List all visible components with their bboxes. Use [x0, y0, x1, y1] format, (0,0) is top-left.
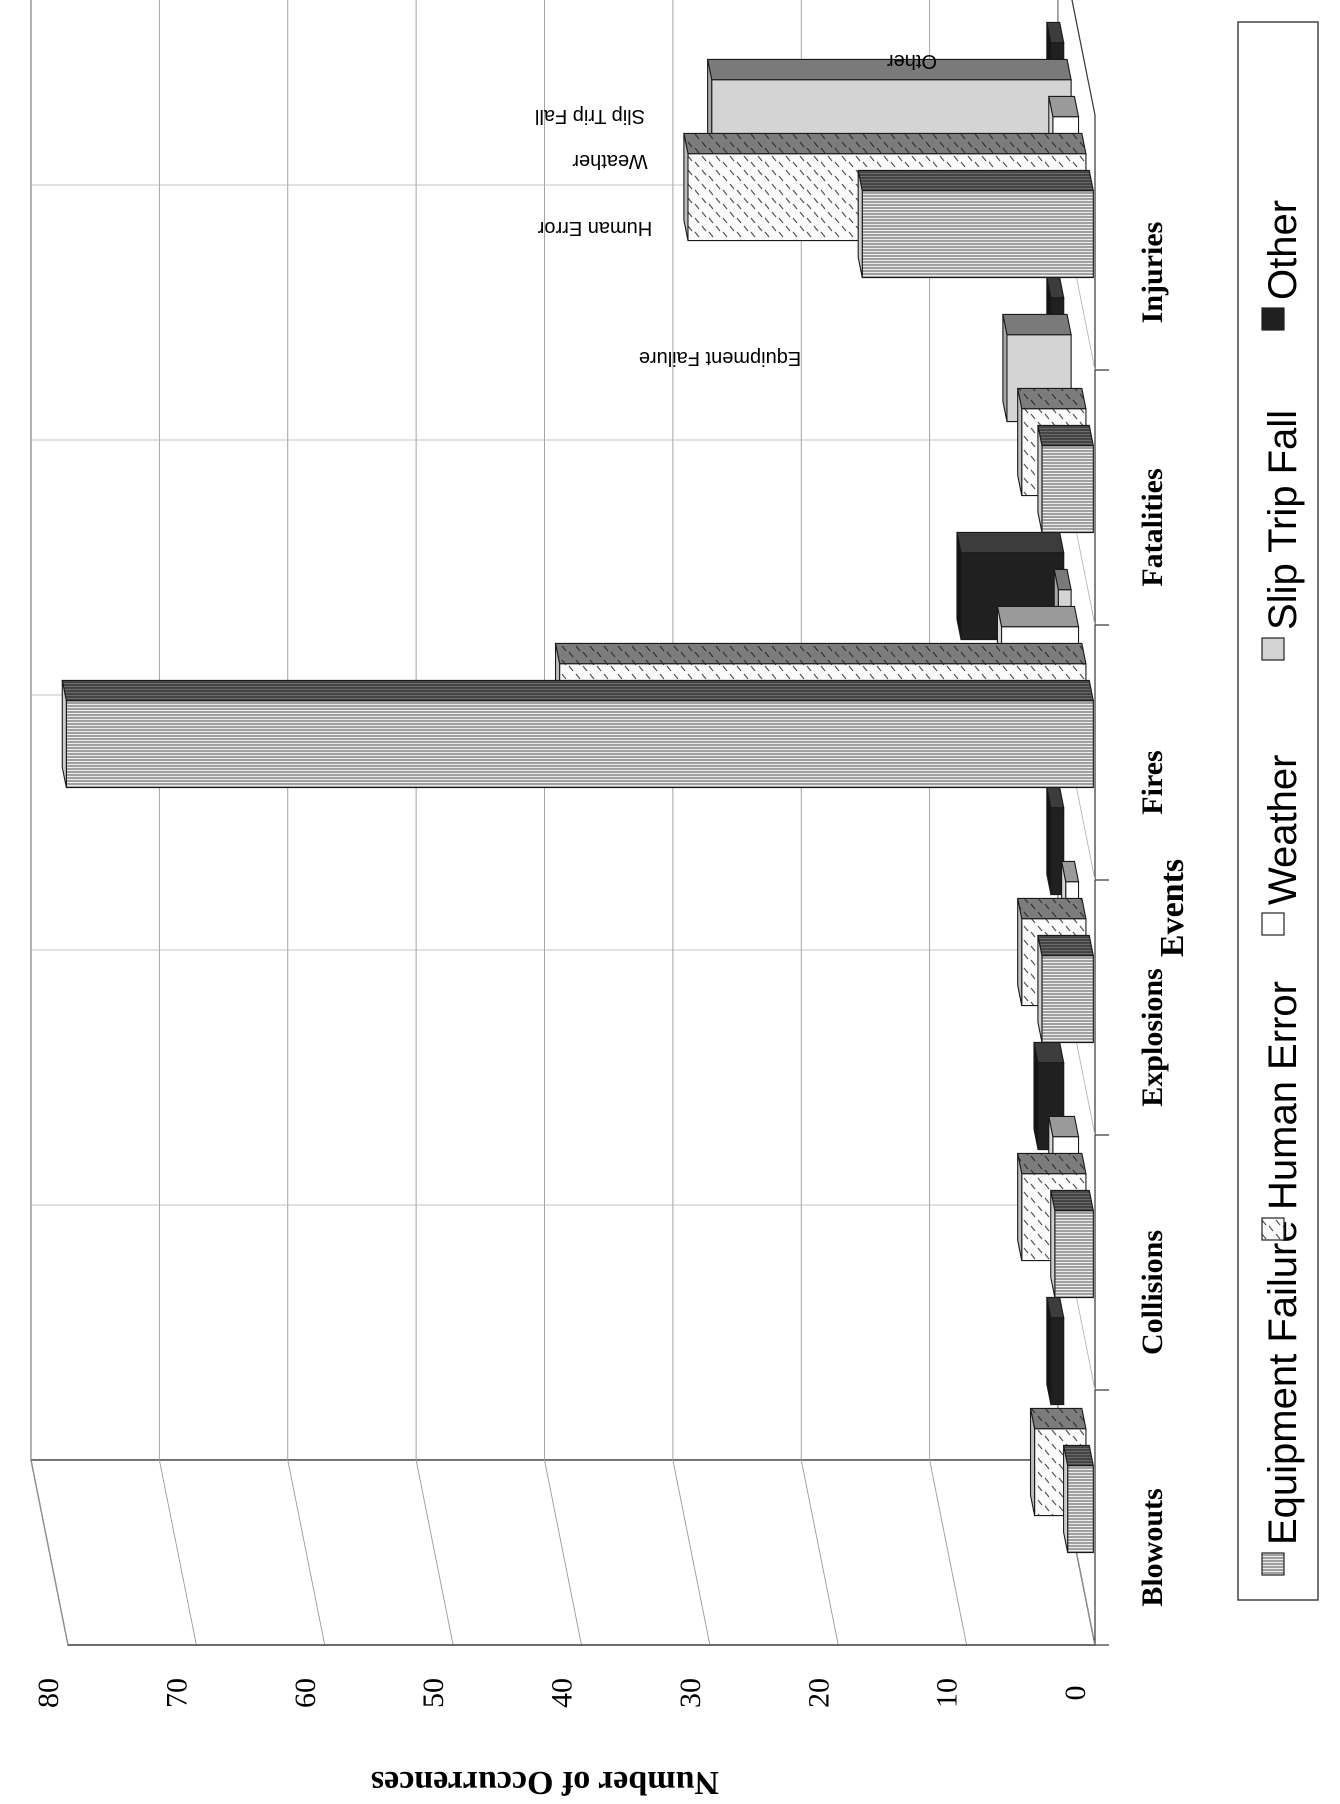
- bar-end-face: [1046, 1297, 1052, 1405]
- y-tick-label: 70: [160, 1678, 193, 1708]
- bar-end-face: [1029, 1408, 1036, 1516]
- category-label: Blowouts: [1136, 1488, 1169, 1606]
- bar: [1037, 934, 1095, 1044]
- y-tick-label: 50: [417, 1678, 450, 1708]
- y-tick-label: 80: [32, 1678, 65, 1708]
- bar-side-face: [1017, 1152, 1087, 1175]
- bar-side-face: [1017, 387, 1087, 410]
- bar-side-face: [61, 679, 1095, 702]
- bars: [61, 21, 1095, 1554]
- bar: [1037, 424, 1095, 534]
- category-label: Fires: [1136, 750, 1169, 814]
- legend-swatch: [1261, 307, 1285, 331]
- bar-side-face: [1048, 1115, 1080, 1138]
- bar-end-face: [857, 170, 863, 278]
- bar-side-face: [1029, 1407, 1087, 1430]
- bar-side-face: [1048, 95, 1080, 118]
- y-tick-label: 0: [1059, 1686, 1092, 1701]
- bar-side-face: [1002, 313, 1072, 336]
- bar-end-face: [683, 133, 689, 241]
- bar-end-face: [1017, 1153, 1023, 1261]
- category-label: Explosions: [1136, 968, 1169, 1106]
- legend-label: Slip Trip Fall: [1261, 410, 1305, 630]
- bar-front-face: [1067, 1465, 1094, 1554]
- bar-end-face: [1002, 314, 1008, 422]
- gridlines: [30, 0, 1096, 1646]
- bar: [1046, 1296, 1065, 1406]
- bar-front-face: [1054, 1210, 1094, 1299]
- bar-front-face: [1041, 955, 1094, 1044]
- legend-label: Other: [1261, 200, 1305, 300]
- legend-swatch: [1261, 1217, 1285, 1241]
- y-tick-label: 60: [289, 1678, 322, 1708]
- legend-swatch: [1261, 912, 1285, 936]
- legend-swatch: [1261, 637, 1285, 661]
- bar-front-face: [1050, 1317, 1065, 1406]
- y-tick-label: 10: [931, 1678, 964, 1708]
- bar-side-face: [1037, 424, 1095, 447]
- legend: Equipment Failure Human Error Weather Slip …: [1237, 21, 1319, 1601]
- category-label: Injuries: [1136, 222, 1169, 324]
- bar-end-face: [61, 680, 67, 788]
- bar-side-face: [956, 531, 1065, 554]
- bar-end-face: [1017, 898, 1023, 1006]
- category-label: Collisions: [1136, 1230, 1169, 1355]
- bar-side-face: [1037, 934, 1095, 957]
- depth-axis-label: Weather: [572, 150, 648, 172]
- bar-side-face: [857, 169, 1095, 192]
- bar-side-face: [1033, 1041, 1065, 1064]
- bar-end-face: [1017, 388, 1023, 496]
- legend-box: [1237, 21, 1319, 1601]
- bar-end-face: [1050, 1190, 1056, 1298]
- bar-end-face: [1033, 1042, 1039, 1150]
- bar-side-face: [554, 642, 1087, 665]
- depth-axis-label: Slip Trip Fall: [535, 105, 645, 127]
- bar-side-face: [1062, 1444, 1095, 1467]
- legend-label: Human Error: [1261, 981, 1305, 1210]
- bar: [61, 679, 1095, 789]
- bar-end-face: [1063, 1445, 1069, 1553]
- y-tick-label: 20: [802, 1678, 835, 1708]
- bar-side-face: [996, 605, 1080, 628]
- depth-axis-label: Other: [887, 50, 937, 72]
- legend-label: Equipment Failure: [1261, 1220, 1305, 1545]
- text-labels: Number of Occurrences Events Blowouts Col…: [371, 50, 1191, 1801]
- depth-axis-label: Equipment Failure: [639, 347, 801, 369]
- axes: 0 10 20 30 40 50 60 70 80: [32, 369, 1109, 1708]
- category-label: Fatalities: [1136, 468, 1169, 586]
- legend-label: Weather: [1261, 755, 1305, 905]
- bar: [857, 169, 1095, 279]
- y-axis-title: Number of Occurrences: [371, 1764, 719, 1799]
- depth-axis-label: Human Error: [537, 217, 652, 239]
- legend-swatch: [1261, 1552, 1285, 1576]
- bar-front-face: [65, 700, 1094, 789]
- bar-side-face: [1017, 897, 1087, 920]
- bar-end-face: [1037, 935, 1043, 1043]
- bar: [1050, 1189, 1095, 1299]
- y-tick-label: 30: [674, 1678, 707, 1708]
- bar-side-face: [683, 132, 1087, 155]
- bar-end-face: [1037, 425, 1043, 533]
- bar-end-face: [956, 532, 962, 640]
- bar-front-face: [1041, 445, 1094, 534]
- bar-side-face: [1050, 1189, 1095, 1212]
- bar: [1062, 1444, 1095, 1554]
- bar-end-face: [1046, 787, 1052, 895]
- bar-front-face: [861, 190, 1094, 279]
- x-axis-title: Events: [1154, 859, 1191, 957]
- y-tick-label: 40: [546, 1678, 579, 1708]
